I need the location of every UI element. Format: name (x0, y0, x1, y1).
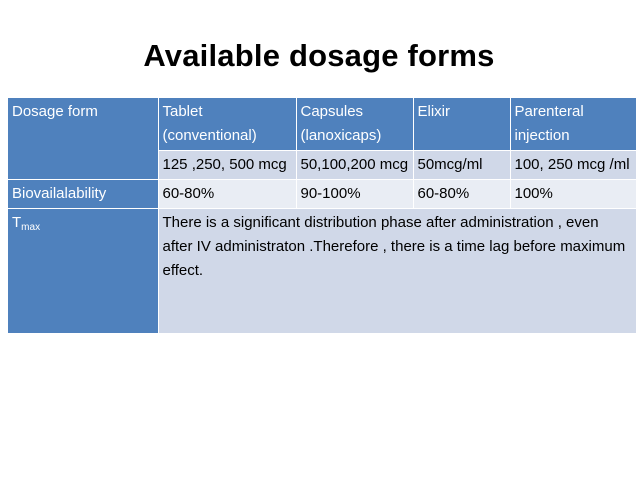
cell-bio-tablet: 60-80% (158, 179, 297, 209)
cell-bio-parenteral: 100% (510, 179, 637, 209)
table-row-bioavailability: Biovailalability 60-80% 90-100% 60-80% 1… (8, 179, 637, 209)
table-row-strength: 125 ,250, 500 mcg 50,100,200 mcg 50mcg/m… (8, 150, 637, 180)
table-header-row: Dosage form Tablet (conventional) Capsul… (8, 98, 637, 180)
cell-strength-tablet: 125 ,250, 500 mcg (158, 150, 297, 180)
cell-strength-capsules: 50,100,200 mcg (296, 150, 414, 180)
cell-bio-capsules: 90-100% (296, 179, 414, 209)
row-label-tmax: Tmax (8, 208, 159, 334)
column-header-elixir: Elixir (413, 98, 511, 151)
table-row-tmax: Tmax There is a significant distribution… (8, 208, 637, 334)
tmax-label-main: T (12, 214, 22, 231)
dosage-table: Dosage form Tablet (conventional) Capsul… (8, 98, 637, 334)
cell-strength-parenteral: 100, 250 mcg /ml (510, 150, 637, 180)
cell-tmax-text: There is a significant distribution phas… (158, 208, 637, 334)
column-header-capsules: Capsules (lanoxicaps) (296, 98, 414, 151)
column-header-tablet: Tablet (conventional) (158, 98, 297, 151)
cell-bio-elixir: 60-80% (413, 179, 511, 209)
row-label-dosage-form: Dosage form (8, 98, 159, 180)
tmax-label-sub: max (21, 222, 41, 233)
column-header-parenteral: Parenteral injection (510, 98, 637, 151)
row-label-bioavailability: Biovailalability (8, 179, 159, 209)
page-title: Available dosage forms (143, 38, 495, 73)
cell-strength-elixir: 50mcg/ml (413, 150, 511, 180)
